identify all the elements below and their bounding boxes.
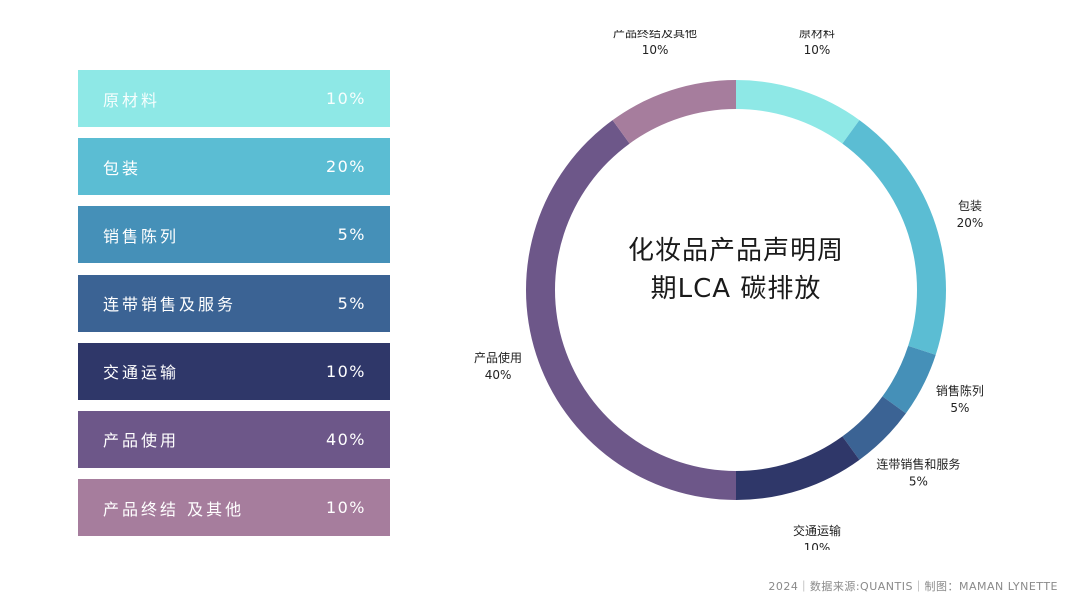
- slice-value-2: 5%: [950, 401, 969, 415]
- legend-value: 20%: [325, 157, 366, 177]
- slice-label-2: 销售陈列: [936, 383, 984, 398]
- legend-value: 5%: [337, 293, 366, 313]
- donut-chart: 原材料 10% 包装 20% 销售陈列 5% 连带销售和服务 5% 交通运输 10% 产品使用 40%…: [474, 30, 984, 550]
- legend-item-raw-materials: 原材料 10%: [78, 70, 390, 127]
- slice-label-5: 产品使用: [474, 350, 522, 365]
- legend-label: 交通运输: [103, 363, 180, 383]
- donut-slice-4: [736, 436, 860, 500]
- legend-label: 产品使用: [103, 431, 180, 451]
- slice-value-5: 40%: [485, 368, 512, 382]
- legend-item-product-use: 产品使用 40%: [78, 410, 390, 468]
- legend-item-related-sales-services: 连带销售及服务 5%: [78, 274, 390, 332]
- slice-label-0: 原材料: [799, 30, 835, 40]
- slice-label-6: 产品终结及其他: [613, 30, 697, 40]
- legend-value: 40%: [325, 429, 366, 449]
- slice-value-0: 10%: [804, 43, 831, 57]
- slice-value-4: 10%: [804, 541, 831, 550]
- donut-slice-1: [842, 120, 946, 355]
- legend-label: 原材料: [103, 90, 161, 110]
- slice-label-3: 连带销售和服务: [876, 456, 960, 471]
- donut-slice-0: [736, 80, 860, 144]
- slice-value-3: 5%: [909, 474, 928, 488]
- donut-slice-6: [612, 80, 736, 144]
- donut-slice-5: [526, 120, 736, 500]
- slice-value-1: 20%: [957, 216, 984, 230]
- legend-item-end-of-life: 产品终结 及其他 10%: [78, 479, 390, 537]
- legend-item-packaging: 包装 20%: [78, 138, 390, 196]
- slice-value-6: 10%: [642, 43, 669, 57]
- legend-label: 产品终结 及其他: [103, 499, 245, 519]
- legend-value: 5%: [337, 225, 366, 245]
- source-credit: 2024｜数据来源:QUANTIS｜制图：MAMAN LYNETTE: [768, 580, 1058, 593]
- slice-label-4: 交通运输: [793, 523, 841, 538]
- legend-item-transport: 交通运输 10%: [78, 342, 390, 400]
- legend-label: 销售陈列: [103, 226, 180, 246]
- donut-slice-2: [882, 345, 936, 414]
- chart-title-line-2: 期LCA 碳排放: [650, 274, 822, 304]
- donut-slice-3: [842, 396, 906, 460]
- legend-label: 包装: [103, 158, 142, 178]
- chart-title-line-1: 化妆品产品声明周: [627, 236, 844, 266]
- chart-legend: 原材料 10% 包装 20% 销售陈列 5% 连带销售及服务 5% 交通运输 1…: [78, 70, 390, 547]
- legend-label: 连带销售及服务: [103, 295, 237, 315]
- legend-value: 10%: [325, 89, 366, 108]
- legend-value: 10%: [325, 498, 366, 518]
- slice-label-1: 包装: [958, 199, 982, 213]
- chart-title: 化妆品产品声明周 期LCA 碳排放: [611, 232, 861, 308]
- legend-value: 10%: [325, 361, 366, 381]
- legend-item-retail-display: 销售陈列 5%: [78, 206, 390, 264]
